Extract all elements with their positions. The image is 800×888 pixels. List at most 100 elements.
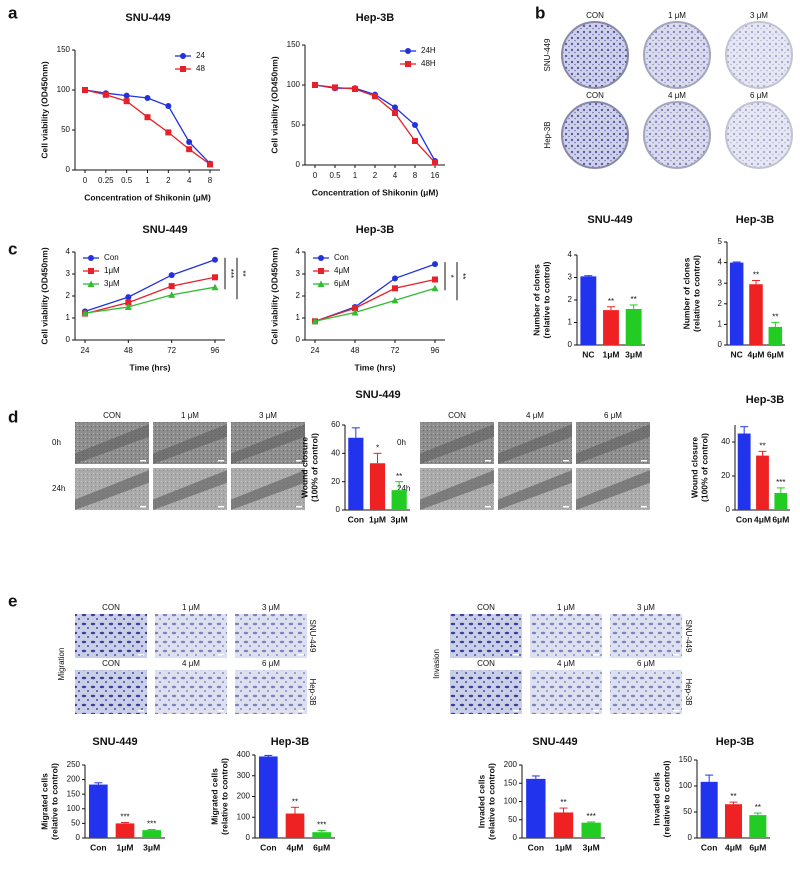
wound-gap — [231, 470, 305, 510]
significance-label: ** — [755, 803, 761, 812]
y-tick-label: 3 — [66, 269, 71, 278]
y-tick-label: 20 — [331, 477, 340, 486]
bar — [768, 326, 783, 345]
row-label: SNU-449 — [308, 620, 317, 653]
data-point — [168, 272, 175, 279]
scale-bar — [298, 654, 304, 656]
y-tick-label: 3 — [296, 269, 301, 278]
legend-label: Con — [104, 253, 119, 262]
data-point — [392, 110, 398, 116]
y-axis-label: (relative to control) — [219, 758, 229, 835]
significance-label: ** — [730, 792, 736, 801]
x-axis-label: Time (hrs) — [130, 362, 171, 372]
chart-title: Hep-3B — [356, 224, 395, 236]
x-tick-label: 2 — [373, 171, 378, 180]
micrograph — [75, 614, 147, 658]
y-axis-label: (relative to control) — [49, 763, 59, 840]
column-label: 3 μM — [750, 11, 768, 20]
chart-title: Hep-3B — [746, 394, 785, 406]
legend-label: Con — [334, 253, 349, 262]
y-tick-label: 0 — [246, 833, 251, 842]
y-tick-label: 50 — [291, 120, 300, 129]
scale-bar — [485, 460, 491, 462]
data-point — [212, 274, 218, 281]
x-tick-label: 3μM — [625, 349, 642, 359]
x-tick-label: 1μM — [555, 842, 572, 852]
column-label: 6 μM — [637, 659, 655, 668]
significance-label: *** — [226, 269, 235, 278]
y-axis-label: Cell viability (OD450nm) — [269, 56, 279, 153]
x-tick-label: 6μM — [772, 514, 789, 524]
y-tick-label: 1 — [296, 313, 301, 322]
scale-bar — [641, 460, 647, 462]
x-tick-label: Con — [528, 842, 545, 852]
data-point — [432, 276, 438, 283]
bar — [729, 262, 744, 345]
y-tick-label: 50 — [61, 125, 70, 134]
column-label: CON — [448, 411, 466, 420]
x-tick-label: 0.5 — [329, 171, 341, 180]
scale-bar — [218, 654, 224, 656]
data-point — [165, 103, 172, 109]
y-tick-label: 2 — [718, 299, 723, 308]
scale-bar — [513, 654, 519, 656]
significance-label: ** — [759, 441, 765, 450]
wound-gap — [231, 424, 305, 464]
scale-bar — [218, 460, 224, 462]
x-tick-label: 2 — [166, 176, 171, 185]
scale-bar — [296, 506, 302, 508]
x-tick-label: 4μM — [725, 842, 742, 852]
legend-marker — [87, 280, 95, 287]
y-tick-label: 1 — [718, 320, 723, 329]
bar — [391, 490, 407, 510]
y-tick-label: 60 — [331, 420, 340, 429]
bar — [312, 832, 331, 838]
micrograph — [450, 614, 522, 658]
legend-label: 4μM — [334, 266, 350, 275]
y-tick-label: 2 — [66, 291, 71, 300]
row-label: Hep-3B — [543, 121, 552, 148]
column-label: 4 μM — [182, 659, 200, 668]
y-axis-label: Invaded cells — [476, 775, 486, 829]
data-point — [123, 92, 130, 99]
data-point — [412, 138, 418, 144]
x-tick-label: 48 — [351, 346, 360, 355]
data-point — [431, 284, 439, 292]
x-tick-label: 24 — [81, 346, 90, 355]
y-tick-label: 0 — [296, 335, 301, 344]
panel-letter: a — [8, 3, 18, 22]
bar — [603, 310, 619, 345]
panel-letter: c — [8, 239, 17, 258]
scale-bar — [563, 506, 569, 508]
bar — [285, 813, 305, 838]
wound-gap — [75, 470, 149, 510]
micrograph — [75, 670, 147, 714]
significance-label: *** — [147, 820, 156, 829]
data-point — [432, 261, 438, 268]
chart-title: SNU-449 — [92, 736, 137, 748]
row-label: 24h — [52, 484, 65, 493]
y-tick-label: 4 — [66, 247, 71, 256]
y-axis-label: Migrated cells — [209, 768, 219, 825]
wound-gap — [420, 424, 494, 464]
y-tick-label: 250 — [67, 760, 81, 769]
y-tick-label: 4 — [568, 250, 573, 259]
micrograph — [155, 670, 227, 714]
micrograph — [235, 614, 307, 658]
x-tick-label: 72 — [391, 346, 400, 355]
series-line — [84, 89, 211, 165]
column-label: CON — [102, 603, 120, 612]
y-tick-label: 200 — [237, 792, 251, 801]
legend-marker — [180, 66, 186, 72]
series-line — [84, 286, 216, 314]
bar — [526, 778, 546, 838]
panel-letter: d — [8, 407, 18, 426]
y-tick-label: 150 — [504, 778, 518, 787]
y-tick-label: 50 — [71, 819, 80, 828]
x-tick-label: 6μM — [749, 842, 766, 852]
legend-label: 24H — [421, 46, 436, 55]
data-point — [412, 122, 418, 128]
x-tick-label: 4μM — [747, 349, 764, 359]
data-point — [211, 283, 219, 291]
legend-label: 6μM — [334, 279, 350, 288]
